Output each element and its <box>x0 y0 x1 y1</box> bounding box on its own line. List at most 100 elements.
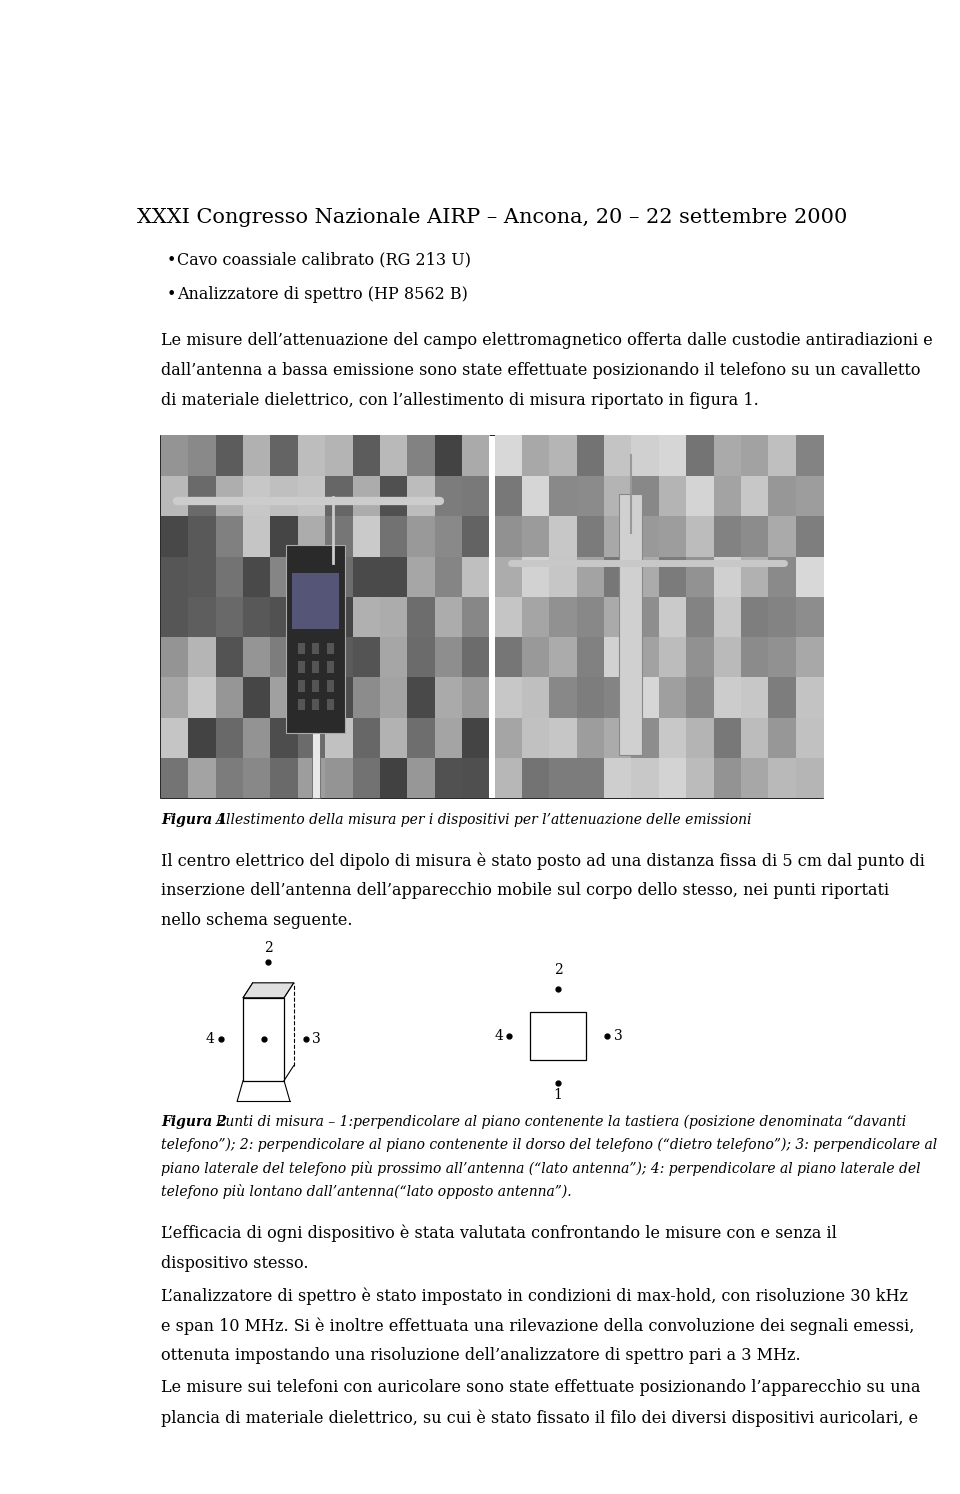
Bar <box>216 677 244 717</box>
Bar <box>604 677 632 717</box>
Bar <box>796 717 824 757</box>
Bar <box>494 515 522 557</box>
Bar <box>530 1011 587 1059</box>
Bar <box>577 435 605 477</box>
Bar <box>604 475 632 517</box>
Bar <box>713 757 741 798</box>
Bar <box>768 677 796 717</box>
Bar <box>632 636 660 677</box>
Bar <box>522 717 550 757</box>
Bar <box>796 475 824 517</box>
Bar <box>522 515 550 557</box>
Bar <box>577 475 605 517</box>
Bar <box>549 515 577 557</box>
Bar <box>352 677 380 717</box>
Bar <box>577 515 605 557</box>
Bar <box>243 677 271 717</box>
Bar <box>188 717 216 757</box>
Bar <box>604 596 632 636</box>
Bar <box>659 556 686 598</box>
Bar <box>741 556 769 598</box>
Bar <box>243 998 284 1080</box>
Bar <box>325 556 353 598</box>
Bar <box>604 435 632 477</box>
Bar <box>312 699 320 710</box>
Bar <box>325 515 353 557</box>
Text: Analizzatore di spettro (HP 8562 B): Analizzatore di spettro (HP 8562 B) <box>178 287 468 303</box>
Bar <box>292 572 339 629</box>
Bar <box>713 515 741 557</box>
Polygon shape <box>243 983 294 998</box>
Bar <box>619 495 642 754</box>
Bar <box>325 435 353 477</box>
Bar <box>298 717 325 757</box>
Bar <box>494 435 522 477</box>
Text: ottenuta impostando una risoluzione dell’analizzatore di spettro pari a 3 MHz.: ottenuta impostando una risoluzione dell… <box>161 1348 801 1364</box>
Bar <box>686 636 714 677</box>
Bar <box>312 642 320 654</box>
Bar <box>522 636 550 677</box>
Bar <box>161 556 189 598</box>
Bar <box>380 636 408 677</box>
Bar <box>380 677 408 717</box>
Bar <box>604 757 632 798</box>
Bar <box>188 596 216 636</box>
Bar <box>462 435 490 477</box>
Text: Le misure sui telefoni con auricolare sono state effettuate posizionando l’appar: Le misure sui telefoni con auricolare so… <box>161 1379 921 1395</box>
Bar <box>216 556 244 598</box>
Bar <box>161 436 823 798</box>
Bar <box>462 515 490 557</box>
Text: dispositivo stesso.: dispositivo stesso. <box>161 1255 308 1271</box>
Text: dall’antenna a bassa emissione sono state effettuate posizionando il telefono su: dall’antenna a bassa emissione sono stat… <box>161 362 921 379</box>
Bar <box>435 435 463 477</box>
Bar <box>604 636 632 677</box>
Text: 3: 3 <box>614 1029 623 1043</box>
Bar <box>549 636 577 677</box>
Bar <box>549 757 577 798</box>
Bar <box>435 757 463 798</box>
Bar <box>325 475 353 517</box>
Text: telefono”); 2: perpendicolare al piano contenente il dorso del telefono (“dietro: telefono”); 2: perpendicolare al piano c… <box>161 1137 937 1152</box>
Bar <box>271 636 299 677</box>
Bar <box>462 717 490 757</box>
Bar <box>494 636 522 677</box>
Text: Il centro elettrico del dipolo di misura è stato posto ad una distanza fissa di : Il centro elettrico del dipolo di misura… <box>161 852 924 870</box>
Bar <box>327 680 334 692</box>
Bar <box>352 596 380 636</box>
Bar <box>312 662 320 672</box>
Bar <box>796 596 824 636</box>
Bar <box>407 677 435 717</box>
Bar <box>161 515 189 557</box>
Bar <box>298 677 325 717</box>
Text: inserzione dell’antenna dell’apparecchio mobile sul corpo dello stesso, nei punt: inserzione dell’antenna dell’apparecchio… <box>161 881 889 899</box>
Bar <box>407 636 435 677</box>
Bar <box>243 556 271 598</box>
Bar <box>271 677 299 717</box>
Text: •: • <box>167 287 177 303</box>
Bar <box>796 636 824 677</box>
Bar <box>522 475 550 517</box>
Bar <box>686 435 714 477</box>
Text: Figura 1: Figura 1 <box>161 813 227 828</box>
Bar <box>686 556 714 598</box>
Bar <box>407 717 435 757</box>
Bar <box>188 677 216 717</box>
Bar <box>243 596 271 636</box>
Bar <box>713 435 741 477</box>
Bar <box>741 435 769 477</box>
Bar <box>659 757 686 798</box>
Text: Cavo coassiale calibrato (RG 213 U): Cavo coassiale calibrato (RG 213 U) <box>178 252 471 269</box>
Text: Figura 2: Figura 2 <box>161 1115 227 1128</box>
Bar <box>243 515 271 557</box>
Bar <box>380 717 408 757</box>
Bar <box>522 596 550 636</box>
Bar <box>713 636 741 677</box>
Bar <box>286 544 345 734</box>
Bar <box>522 556 550 598</box>
Bar <box>325 596 353 636</box>
Bar <box>741 475 769 517</box>
Bar <box>271 435 299 477</box>
Bar <box>216 757 244 798</box>
Bar <box>380 556 408 598</box>
Bar <box>435 556 463 598</box>
